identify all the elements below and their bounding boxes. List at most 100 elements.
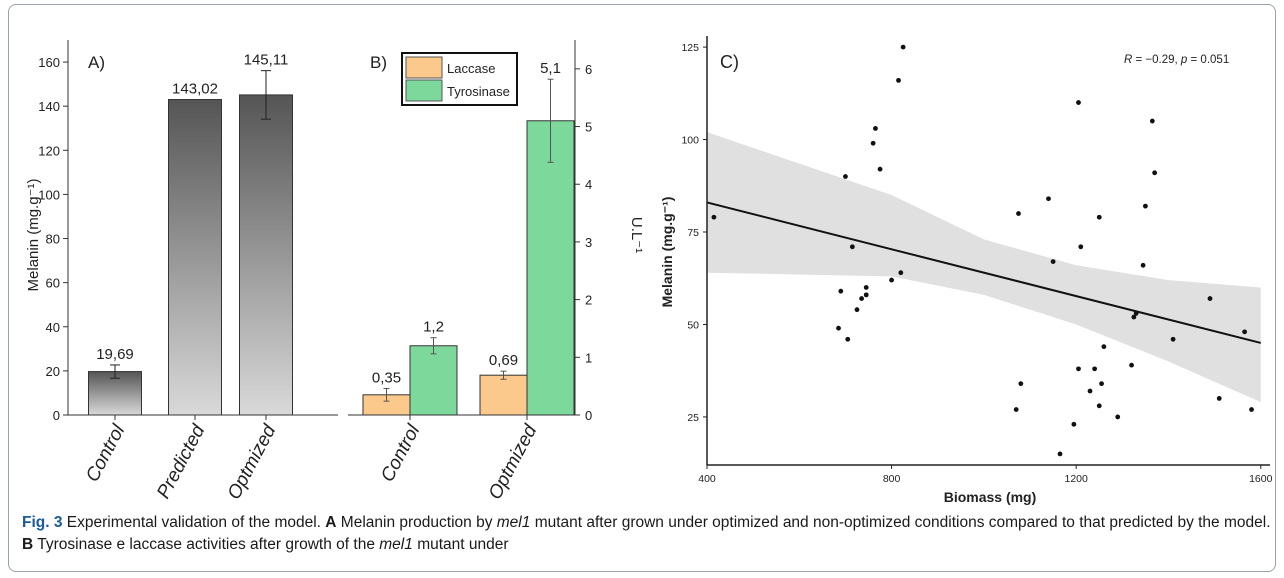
panel-c-point [1046,196,1051,202]
caption-a-text-1: Melanin production by [340,514,493,531]
panel-c-point [859,296,864,301]
panel-a-y-tick-label: 100 [38,187,60,202]
panel-c-point [1018,381,1024,387]
panel-c-y-tick-label: 75 [687,227,699,239]
panel-c-point [1078,244,1084,250]
panel-b-bar-laccase [479,374,528,416]
panel-c-point [1170,336,1176,342]
panel-a-y-tick-label: 20 [46,364,60,379]
panel-c-point [863,292,869,298]
panel-a-x-tick-label: Predicted [153,420,210,502]
panel-c-point [1143,203,1148,209]
panel-c-point [870,140,876,146]
panel-b-x-tick-label: Optmized [485,420,542,503]
panel-a-label: A) [88,53,105,72]
panel-b-y-tick-label: 6 [585,62,592,77]
caption-a-label: A [325,514,337,531]
panel-b-value-label: 1,2 [423,319,444,336]
annotation-p: p [1180,54,1188,66]
panel-b-y-tick-label: 5 [585,120,592,135]
panel-b-y-tick-label: 1 [585,350,592,365]
panel-c-point [889,277,894,283]
legend-swatch-tyrosinase [405,79,443,102]
panel-c-point [1133,310,1139,316]
panel-c-point [1249,407,1254,412]
panel-c-label: C) [720,52,739,72]
panel-a-y-tick-label: 140 [38,99,60,114]
panel-c-y-tick-label: 25 [687,412,699,424]
panel-c-ylabel: Melanin (mg.g⁻¹) [659,197,675,308]
panel-c-point [1013,407,1019,412]
panel-c-y-tick-label: 100 [681,135,699,147]
panel-c-y-tick-label: 50 [687,319,699,331]
panel-c-x-tick-label: 400 [698,473,716,485]
panel-b-y-tick-label: 2 [585,293,592,308]
panel-a-value-label: 143,02 [172,81,218,98]
panel-a-y-tick-label: 60 [46,276,60,291]
panel-a-x-tick-label: Optmized [224,420,281,503]
panel-b-y-tick-label: 3 [585,235,592,250]
panel-b-value-label: 5,1 [540,60,561,77]
panel-c-point [1096,214,1102,220]
panel-c-xlabel: Biomass (mg) [944,489,1037,505]
panel-b-y-tick-label: 4 [585,177,592,192]
panel-c-y-tick-label: 125 [681,42,699,54]
panel-c-point [1087,388,1093,394]
panel-b-label: B) [370,53,387,72]
legend-swatch-laccase [405,56,443,79]
panel-b-ylabel: U.L⁻¹ [628,217,645,253]
panel-b-y-tick-label: 0 [585,408,592,423]
panel-a-value-label: 145,11 [244,52,289,69]
panel-c-point [1099,381,1104,387]
figure-frame [8,4,1276,572]
panel-c-point [863,285,869,290]
caption-fig-label: Fig. 3 [22,514,63,531]
panel-c-point [1076,100,1081,105]
panel-a-y-tick-label: 160 [38,55,60,70]
caption-mutant-2: mel1 [379,536,413,553]
panel-c-point [1149,118,1155,124]
panel-c-point [1129,362,1134,368]
panel-c-confidence-band [707,132,1261,403]
panel-c-chart: C) Biomass (mg) Melanin (mg.g⁻¹) R = −0.… [659,36,1273,505]
panel-c-point [1216,396,1222,401]
panel-c-point [898,270,904,276]
panel-c-x-tick-label: 1200 [1065,473,1089,485]
panel-c-point [1101,344,1107,350]
panel-c-point [1050,259,1056,264]
panel-c-point [900,44,906,50]
panel-b-value-label: 0,35 [372,369,401,386]
panel-c-point [1115,414,1121,420]
panel-a-y-tick-label: 40 [46,320,60,335]
annotation-p-value: = 0.051 [1187,54,1229,66]
panel-c-point [836,325,841,331]
panel-c-point [1131,314,1137,320]
panel-c-point [845,336,851,342]
panel-a-chart: A) Melanin (mg.g⁻¹) 0 20 40 60 80 100 120 140 16… [25,40,338,503]
panel-a-bar [88,371,142,416]
panel-c-point [1140,262,1146,268]
panel-c-point [1242,329,1248,335]
figure-caption: Fig. 3 Experimental validation of the mo… [22,512,1272,556]
caption-mutant-1: mel1 [496,514,531,531]
panel-c-point [1207,296,1213,301]
panel-c-point [1096,403,1102,409]
panel-b-bar-tyrosinase [526,120,575,416]
legend-label-laccase: Laccase [447,61,495,76]
caption-a-text-2: mutant after grown under optimized and n… [534,514,1271,531]
caption-title: Experimental validation of the model. [66,514,321,531]
panel-c-point [1152,170,1158,176]
panel-c-point [873,126,878,131]
panel-c-point [849,244,855,250]
panel-a-ylabel: Melanin (mg.g⁻¹) [25,179,42,292]
panel-c-point [1057,451,1063,457]
panel-a-bar [239,94,293,416]
panel-b-chart: B) U.L⁻¹ Laccase Tyrosinase 0 1 2 3 4 5 6 0,35 1… [348,40,645,503]
panel-a-y-tick-label: 0 [53,408,60,423]
panel-c-x-tick-label: 1600 [1249,473,1273,485]
panel-c-point [838,288,844,294]
panel-b-bar-tyrosinase [409,345,458,416]
panel-b-x-tick-label: Control [377,421,425,486]
caption-b-label: B [22,536,34,553]
caption-b-text-1: Tyrosinase e laccase activities after gr… [37,536,375,553]
